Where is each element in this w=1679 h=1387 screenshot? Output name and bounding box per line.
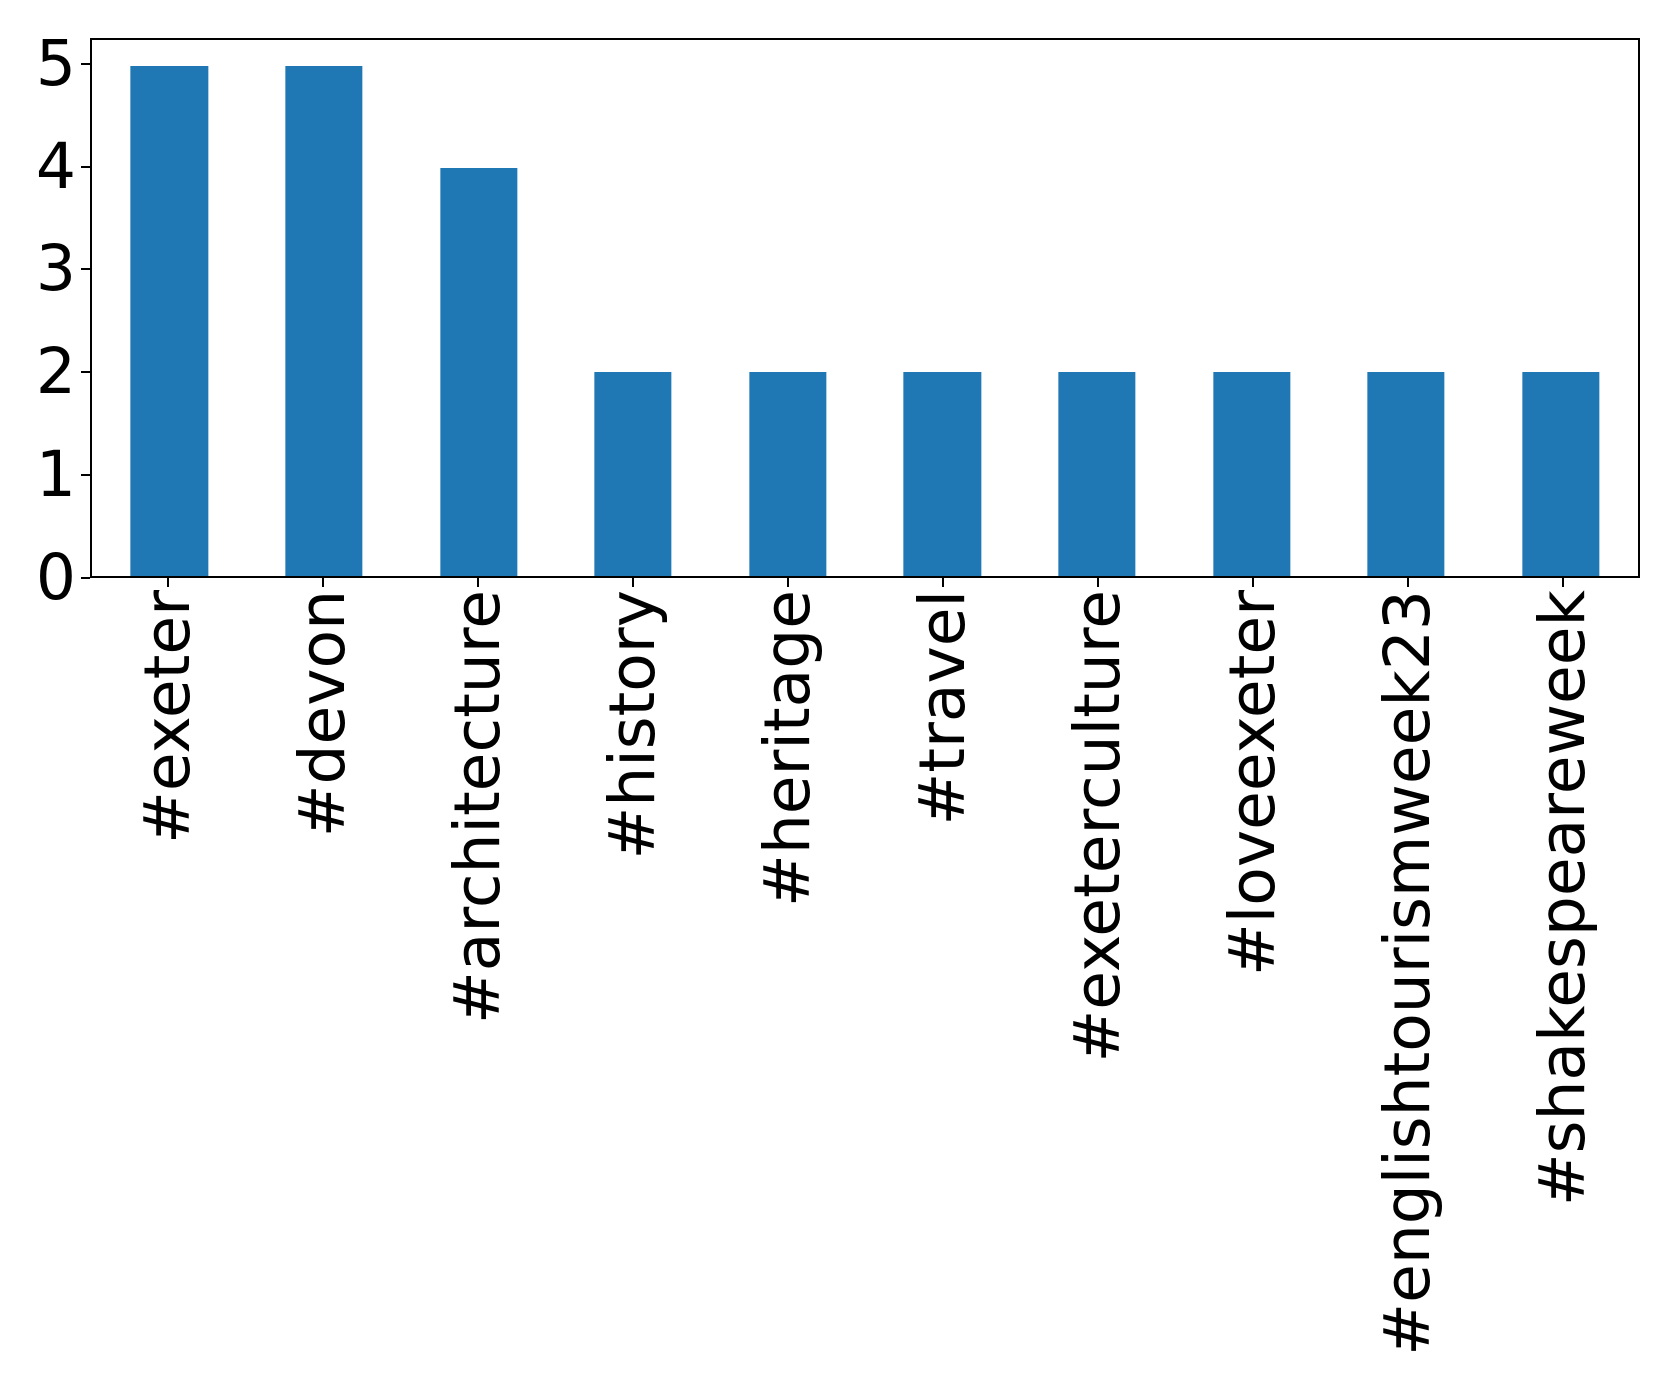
y-tick-mark <box>81 268 90 271</box>
x-tick-label: #travel <box>905 590 979 826</box>
x-tick-label: #shakespeareweek <box>1525 590 1599 1207</box>
bar-devon <box>285 65 363 576</box>
x-tick-label: #devon <box>285 590 359 838</box>
bar-englishtourismweek23 <box>1367 371 1445 576</box>
bar-exeterculture <box>1058 371 1136 576</box>
x-tick-mark <box>941 578 944 587</box>
x-tick-mark <box>1096 578 1099 587</box>
bar-loveexeter <box>1212 371 1291 576</box>
bar-exeter <box>130 65 208 576</box>
x-tick-label: #architecture <box>440 590 514 1024</box>
plot-area <box>90 38 1640 578</box>
y-tick-label: 0 <box>35 541 76 614</box>
bar-architecture <box>439 167 518 576</box>
x-tick-mark <box>321 578 324 587</box>
bar-shakespeareweek <box>1522 371 1600 576</box>
y-tick-label: 4 <box>35 129 76 203</box>
bar-heritage <box>749 371 827 576</box>
y-tick-mark <box>81 474 90 477</box>
y-tick-mark <box>81 165 90 168</box>
x-tick-label: #history <box>595 590 669 860</box>
x-tick-label: #exeterculture <box>1060 590 1134 1063</box>
x-tick-label: #loveexeter <box>1215 590 1289 976</box>
x-tick-mark <box>1561 578 1564 587</box>
x-tick-mark <box>1406 578 1409 587</box>
x-tick-mark <box>1251 578 1254 587</box>
x-tick-mark <box>476 578 479 587</box>
x-tick-label: #heritage <box>750 590 824 907</box>
x-tick-label: #exeter <box>130 590 204 844</box>
x-tick-mark <box>631 578 634 587</box>
y-tick-label: 5 <box>35 26 76 100</box>
y-tick-mark <box>81 62 90 65</box>
bar-travel <box>903 371 981 576</box>
bar-history <box>594 371 672 576</box>
y-tick-label: 3 <box>35 232 76 306</box>
y-tick-label: 2 <box>35 335 76 409</box>
y-tick-label: 1 <box>35 438 76 512</box>
x-tick-label: #englishtourismweek23 <box>1370 590 1444 1356</box>
x-tick-mark <box>786 578 789 587</box>
x-tick-mark <box>166 578 169 587</box>
y-tick-mark <box>81 577 90 579</box>
y-tick-mark <box>81 371 90 374</box>
